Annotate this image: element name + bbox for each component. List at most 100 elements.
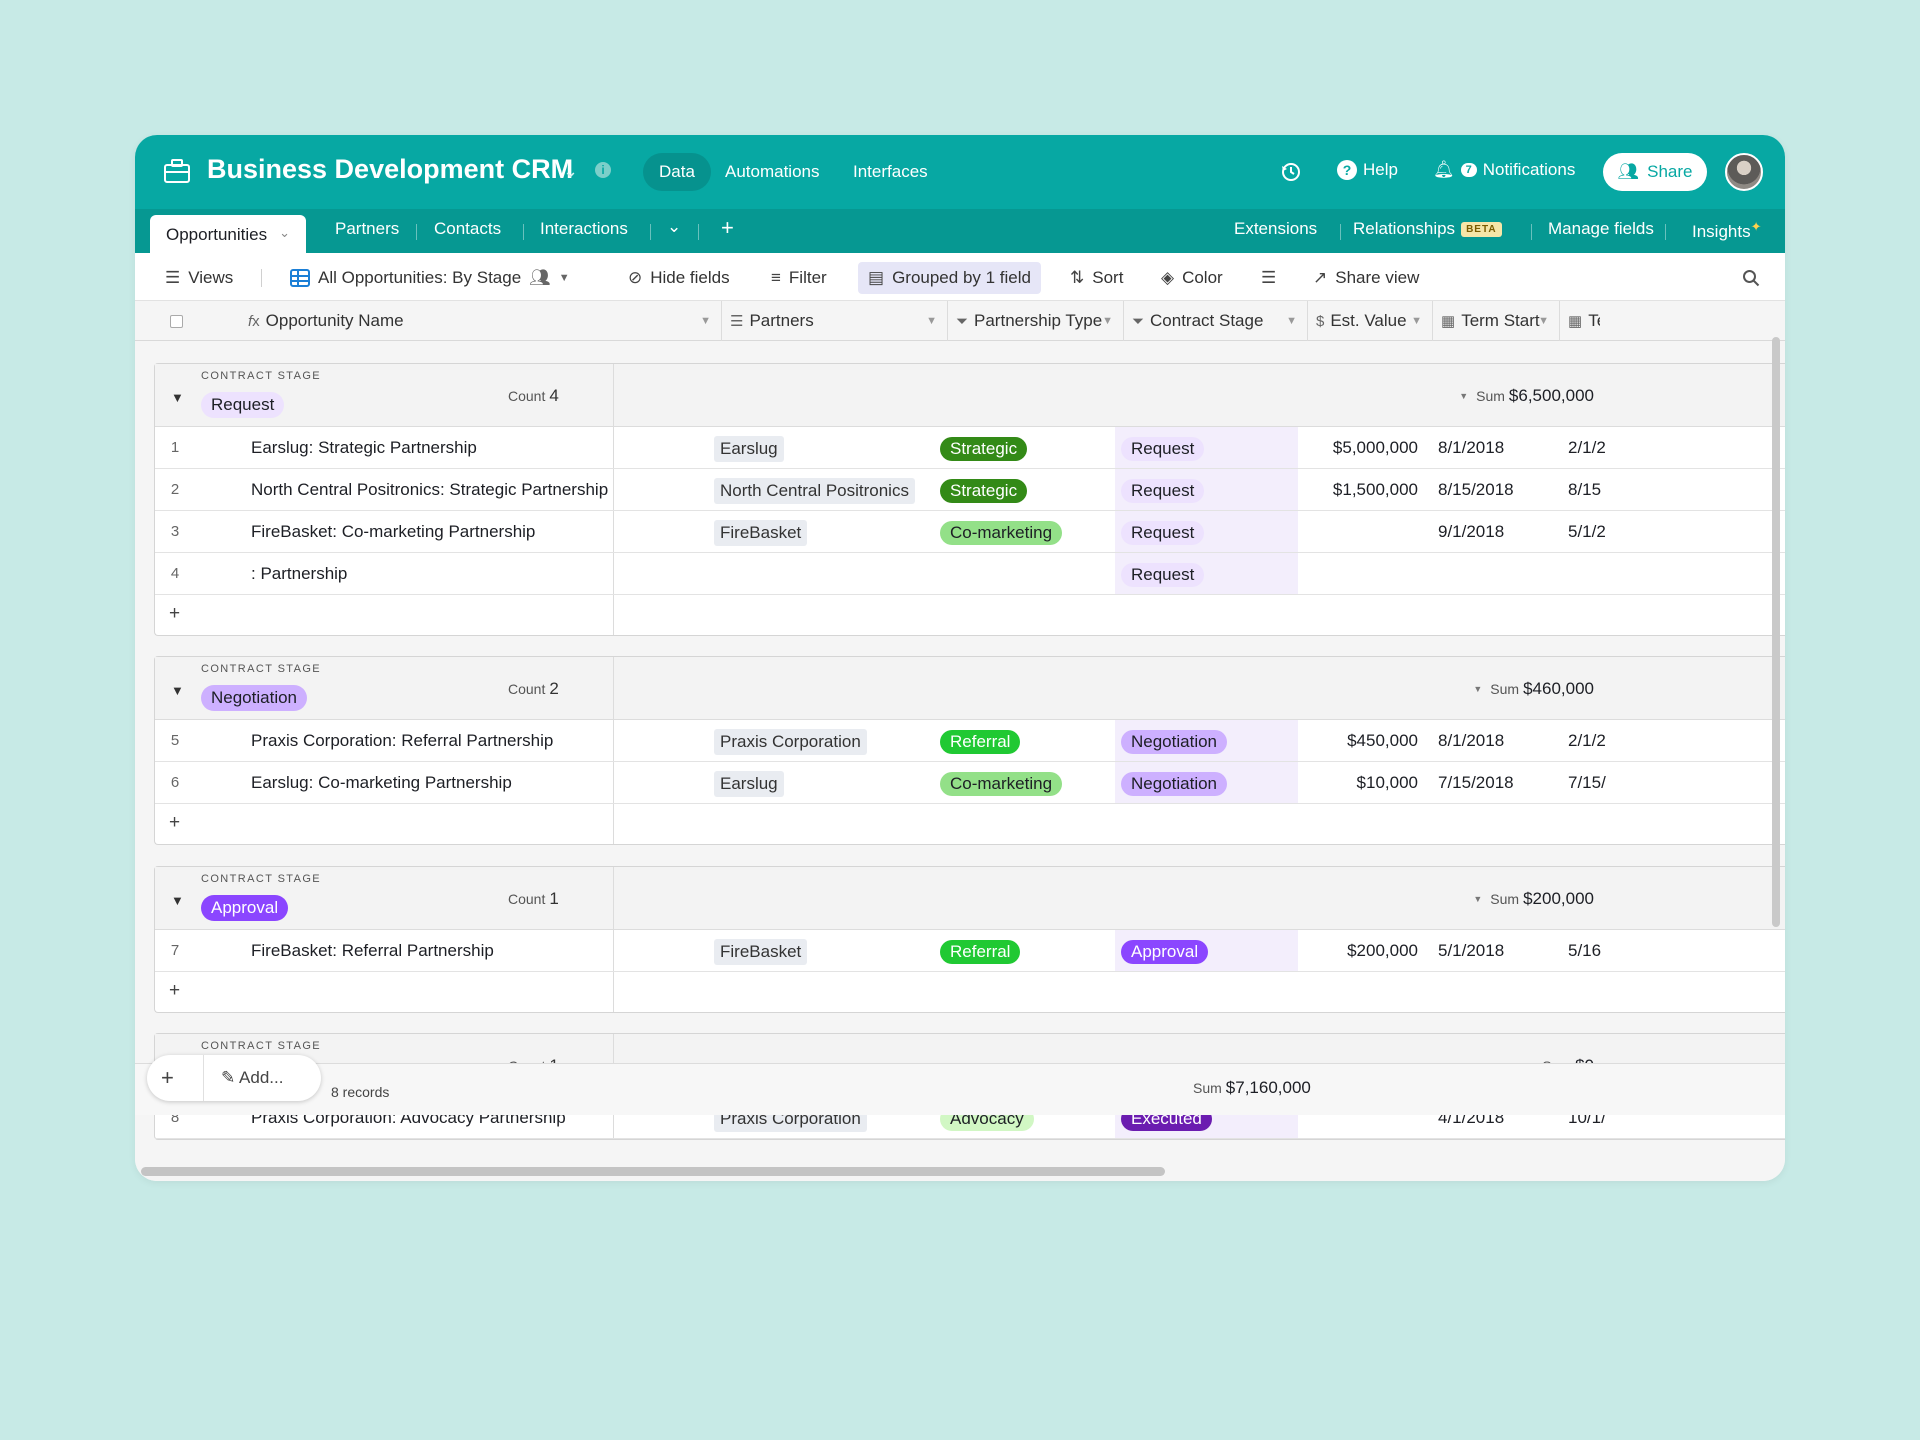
partner-chip[interactable]: Praxis Corporation xyxy=(714,728,867,755)
collapse-triangle-icon[interactable]: ▼ xyxy=(171,390,184,405)
base-title[interactable]: Business Development CRM xyxy=(207,154,574,184)
nav-tab-interfaces[interactable]: Interfaces xyxy=(853,162,928,181)
notifications-button[interactable]: 🔔︎ 7 Notifications xyxy=(1433,160,1575,180)
contract-stage-cell[interactable]: Negotiation xyxy=(1115,720,1298,761)
column-opportunity-name[interactable]: fx Opportunity Name ▼ xyxy=(240,301,722,341)
opportunity-name-cell[interactable]: FireBasket: Referral Partnership xyxy=(251,941,494,960)
opportunity-name-cell[interactable]: FireBasket: Co-marketing Partnership xyxy=(251,522,536,541)
row-height-button[interactable]: ☰ xyxy=(1255,262,1282,294)
partner-cell[interactable]: FireBasket xyxy=(714,511,929,552)
term-end-cell[interactable]: 8/15 xyxy=(1568,480,1602,499)
info-icon[interactable]: i xyxy=(595,162,611,178)
term-start-cell[interactable]: 7/15/2018 xyxy=(1438,773,1514,792)
est-value-cell[interactable]: $450,000 xyxy=(1347,731,1418,750)
est-value-cell[interactable] xyxy=(1298,511,1418,552)
add-row[interactable]: + xyxy=(155,595,1785,635)
tab-opportunities[interactable]: Opportunities ⌄ xyxy=(150,215,307,255)
filter-button[interactable]: ≡ Filter xyxy=(765,262,833,294)
avatar[interactable] xyxy=(1725,153,1763,191)
term-start-cell[interactable]: 5/1/2018 xyxy=(1438,941,1505,960)
contract-stage-cell[interactable]: Request xyxy=(1115,553,1298,594)
opportunity-name-cell[interactable]: North Central Positronics: Strategic Par… xyxy=(251,480,609,499)
term-start-cell[interactable]: 8/15/2018 xyxy=(1438,480,1514,499)
term-start-cell[interactable]: 8/1/2018 xyxy=(1438,438,1505,457)
partner-chip[interactable]: FireBasket xyxy=(714,938,808,965)
add-row-plus-icon[interactable]: + xyxy=(169,980,181,1001)
tab-partners[interactable]: Partners xyxy=(335,219,400,238)
vertical-scrollbar[interactable] xyxy=(1772,337,1780,927)
opportunity-name-cell[interactable]: : Partnership xyxy=(251,564,348,583)
contract-stage-cell[interactable]: Negotiation xyxy=(1115,762,1298,803)
est-value-cell[interactable]: $10,000 xyxy=(1356,773,1418,792)
add-button[interactable]: ✎ Add... xyxy=(221,1068,284,1087)
est-value-cell[interactable]: $200,000 xyxy=(1347,941,1418,960)
column-partnership-type[interactable]: ⏷ Partnership Type ▼ xyxy=(948,301,1124,341)
partner-chip[interactable]: Earslug xyxy=(714,435,784,462)
chevron-down-icon[interactable]: ⌄ xyxy=(563,161,579,181)
partner-chip[interactable]: North Central Positronics xyxy=(714,477,915,504)
opportunity-name-cell[interactable]: Praxis Corporation: Referral Partnership xyxy=(251,731,554,750)
est-value-cell[interactable] xyxy=(1298,553,1418,594)
color-button[interactable]: ◈ Color xyxy=(1155,262,1229,294)
manage-fields-button[interactable]: Manage fields xyxy=(1548,219,1654,238)
opportunity-name-cell[interactable]: Earslug: Co-marketing Partnership xyxy=(251,773,512,792)
extensions-button[interactable]: Extensions xyxy=(1234,219,1318,238)
partnership-type-cell[interactable]: Referral xyxy=(940,930,1115,971)
add-row[interactable]: + xyxy=(155,972,1785,1012)
select-all-checkbox[interactable] xyxy=(170,315,183,328)
contract-stage-cell[interactable]: Approval xyxy=(1115,930,1298,971)
opportunity-name-cell[interactable]: Earslug: Strategic Partnership xyxy=(251,438,477,457)
table-row[interactable]: 6 Earslug: Co-marketing Partnership Earslu… xyxy=(155,762,1785,804)
partner-chip[interactable]: Earslug xyxy=(714,770,784,797)
history-icon[interactable] xyxy=(1280,161,1302,183)
more-tables-chevron-icon[interactable]: ⌄ xyxy=(667,217,682,236)
share-view-button[interactable]: ↗ Share view xyxy=(1307,262,1425,294)
horizontal-scrollbar[interactable] xyxy=(141,1167,1165,1176)
term-end-cell[interactable]: 5/16 xyxy=(1568,941,1602,960)
partnership-type-cell[interactable]: Strategic xyxy=(940,469,1115,510)
add-row-plus-icon[interactable]: + xyxy=(169,812,181,833)
table-row[interactable]: 1 Earslug: Strategic Partnership Earslug St… xyxy=(155,427,1785,469)
partnership-type-cell[interactable]: Co-marketing xyxy=(940,762,1115,803)
est-value-cell[interactable]: $5,000,000 xyxy=(1332,438,1418,457)
term-start-cell[interactable]: 9/1/2018 xyxy=(1438,522,1505,541)
group-button[interactable]: ▤ Grouped by 1 field xyxy=(858,262,1041,294)
partnership-type-cell[interactable]: Strategic xyxy=(940,427,1115,468)
sort-button[interactable]: ⇅ Sort xyxy=(1064,262,1129,294)
insights-button[interactable]: Insights✦ xyxy=(1692,219,1762,242)
partner-cell[interactable]: North Central Positronics xyxy=(714,469,929,510)
table-row[interactable]: 4: Partnership Request xyxy=(155,553,1785,595)
partnership-type-cell[interactable] xyxy=(940,553,1115,594)
partnership-type-cell[interactable]: Referral xyxy=(940,720,1115,761)
add-row-plus-icon[interactable]: + xyxy=(169,603,181,624)
partner-cell[interactable]: Praxis Corporation xyxy=(714,720,929,761)
add-record-plus-icon[interactable]: + xyxy=(161,1065,174,1090)
search-icon[interactable] xyxy=(1742,269,1760,287)
partner-cell[interactable] xyxy=(714,553,929,594)
column-partners[interactable]: ☰ Partners ▼ xyxy=(722,301,948,341)
term-end-cell[interactable] xyxy=(1568,553,1608,594)
partner-cell[interactable]: Earslug xyxy=(714,427,929,468)
views-button[interactable]: ☰ Views xyxy=(159,262,239,294)
table-row[interactable]: 2 North Central Positronics: Strategic Pa… xyxy=(155,469,1785,511)
collapse-triangle-icon[interactable]: ▼ xyxy=(171,893,184,908)
column-contract-stage[interactable]: ⏷ Contract Stage ▼ xyxy=(1124,301,1308,341)
tab-contacts[interactable]: Contacts xyxy=(434,219,502,238)
add-table-plus-icon[interactable]: + xyxy=(721,215,734,240)
partner-cell[interactable]: Earslug xyxy=(714,762,929,803)
table-row[interactable]: 7 FireBasket: Referral Partnership FireBas… xyxy=(155,930,1785,972)
term-end-cell[interactable]: 2/1/2 xyxy=(1568,438,1606,457)
term-end-cell[interactable]: 7/15/ xyxy=(1568,773,1606,792)
table-row[interactable]: 3 FireBasket: Co-marketing Partnership Fir… xyxy=(155,511,1785,553)
tab-interactions[interactable]: Interactions xyxy=(540,219,628,238)
term-end-cell[interactable]: 2/1/2 xyxy=(1568,731,1606,750)
help-button[interactable]: ? Help xyxy=(1337,160,1398,180)
view-switcher[interactable]: All Opportunities: By Stage 👥︎ ▼ xyxy=(284,262,576,294)
term-start-cell[interactable]: 8/1/2018 xyxy=(1438,731,1505,750)
est-value-cell[interactable]: $1,500,000 xyxy=(1332,480,1418,499)
column-term-end[interactable]: ▦Te xyxy=(1568,311,1600,330)
nav-tab-data[interactable]: Data xyxy=(643,153,711,191)
table-row[interactable]: 5 Praxis Corporation: Referral Partnershi… xyxy=(155,720,1785,762)
contract-stage-cell[interactable]: Request xyxy=(1115,511,1298,552)
partnership-type-cell[interactable]: Co-marketing xyxy=(940,511,1115,552)
